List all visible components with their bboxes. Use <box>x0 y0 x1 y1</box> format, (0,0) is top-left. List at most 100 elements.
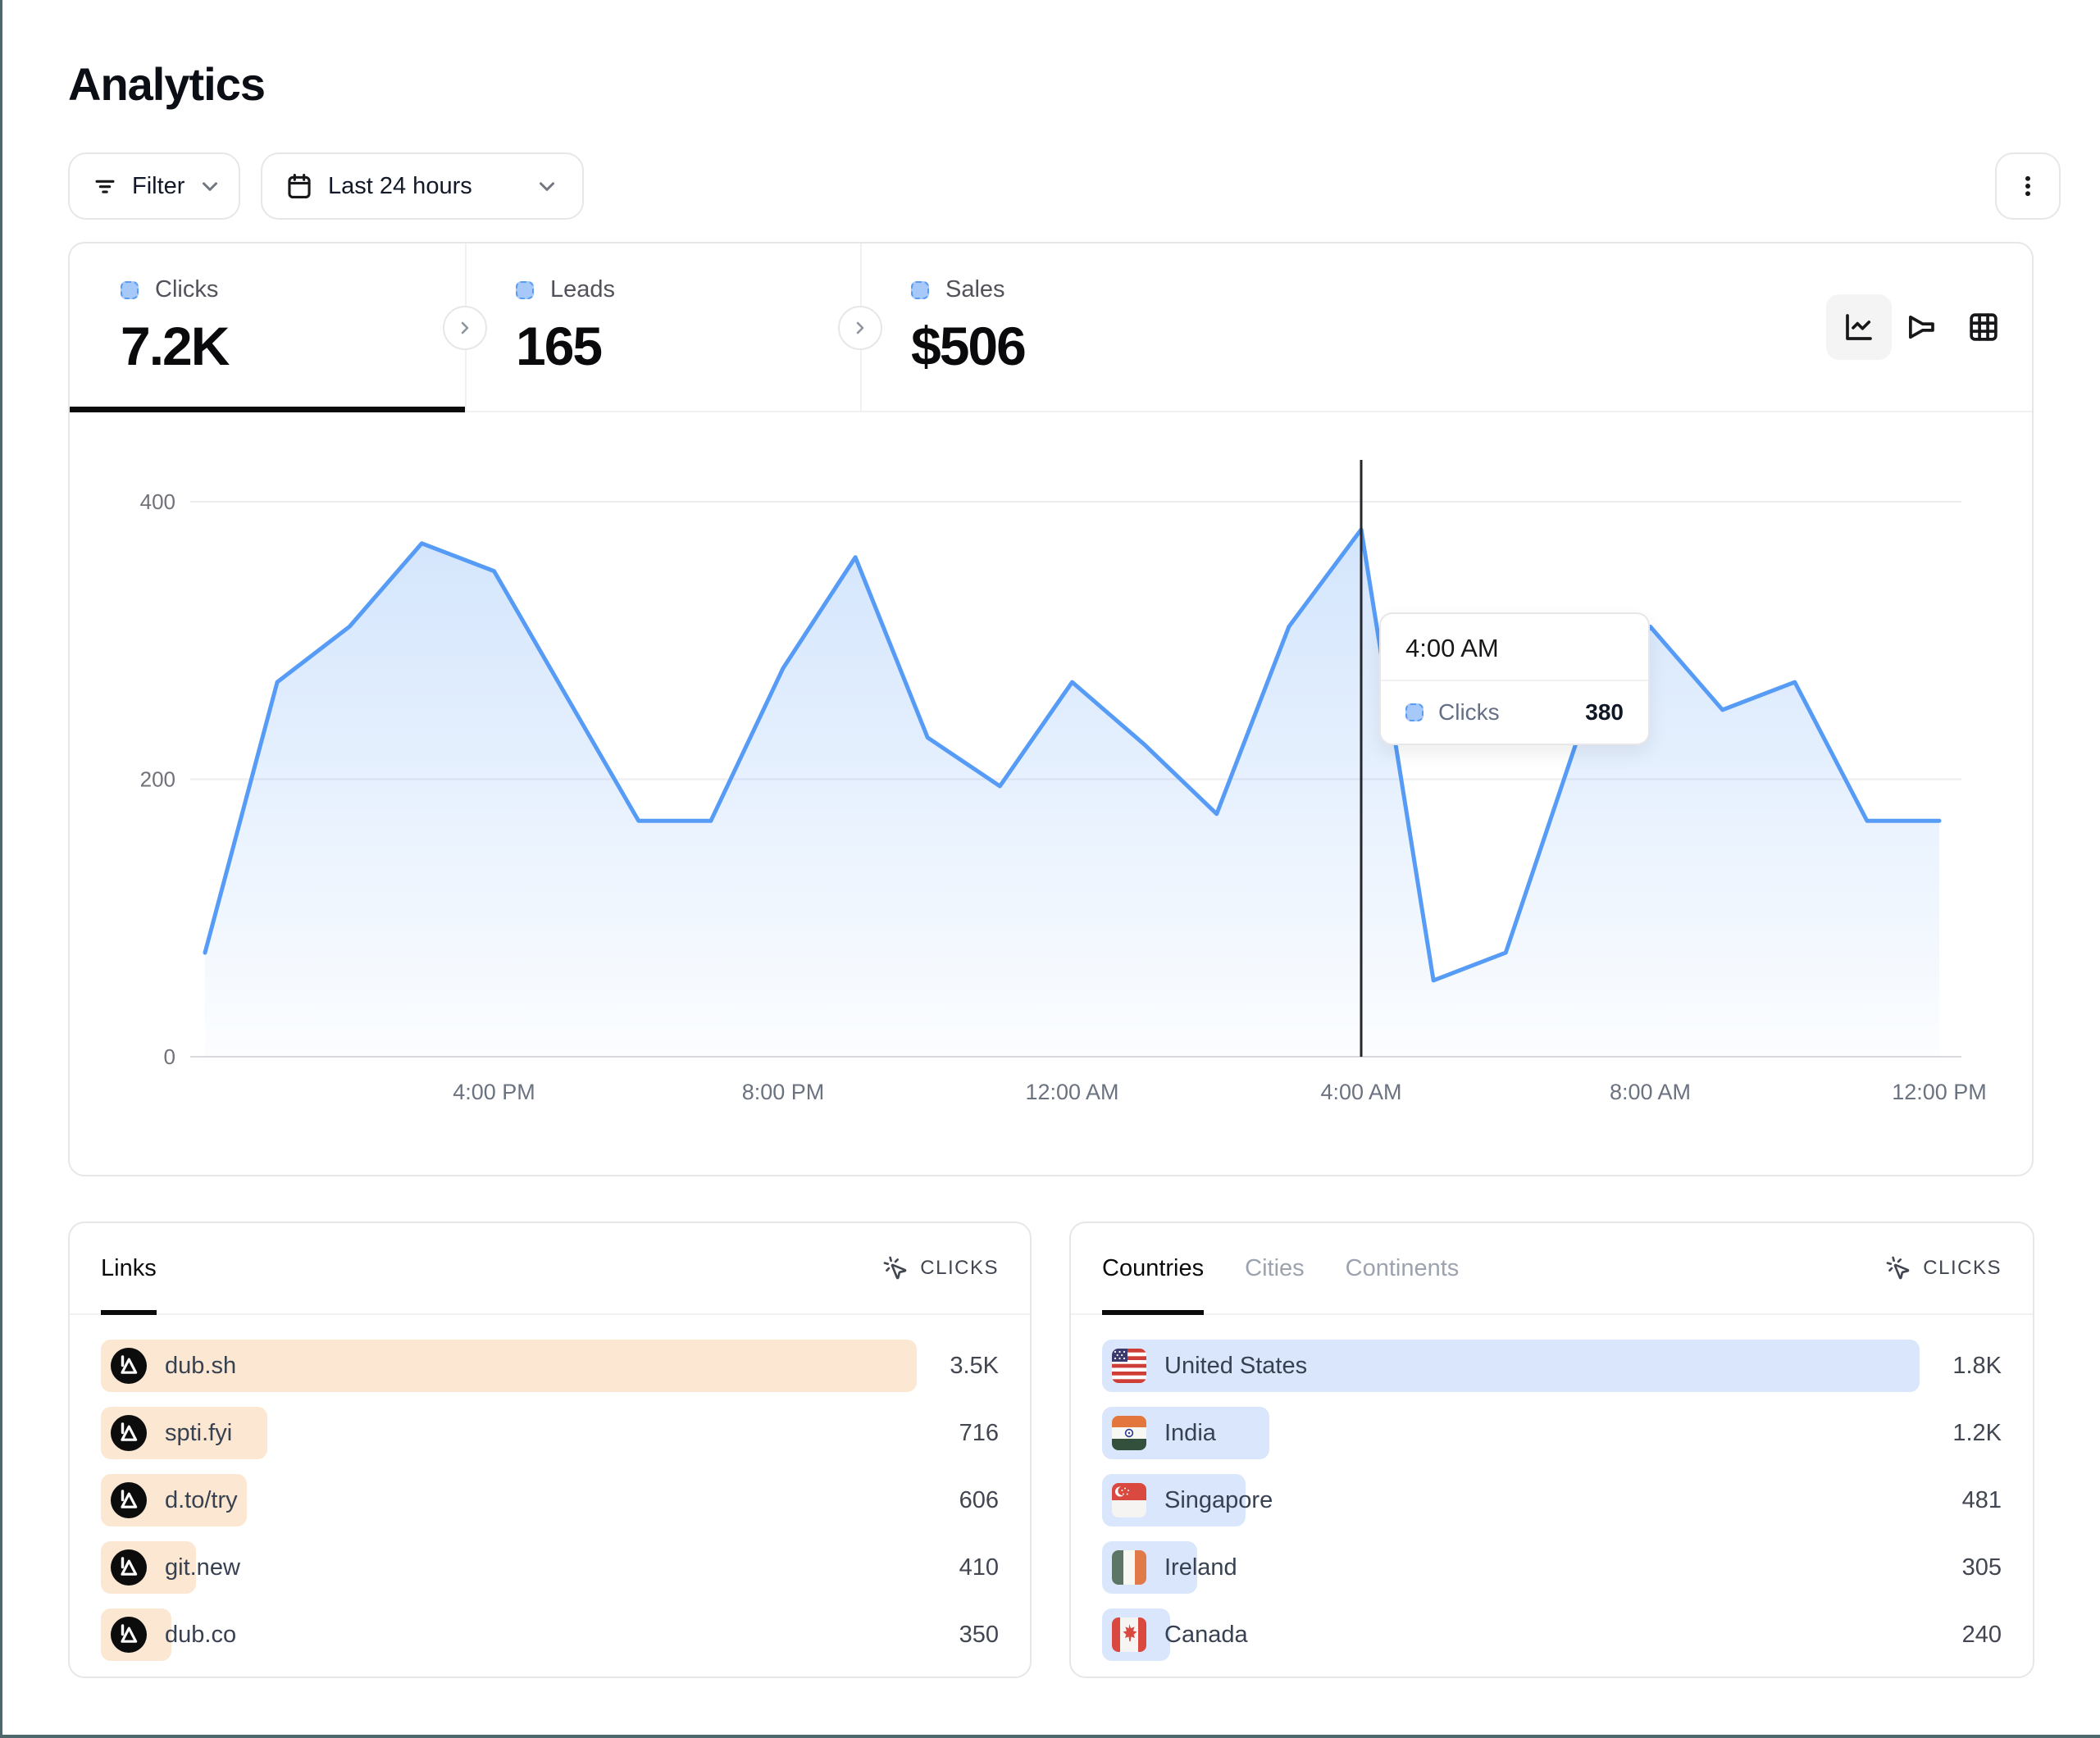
active-tab-underline <box>70 407 465 412</box>
ireland-flag-icon <box>1112 1550 1146 1585</box>
leads-legend-chip <box>516 280 534 299</box>
x-tick-label: 12:00 AM <box>1025 1080 1118 1104</box>
dub-logo-icon <box>111 1482 147 1518</box>
tooltip-series-label: Clicks <box>1438 699 1500 725</box>
more-options-button[interactable] <box>1995 152 2061 220</box>
tab-countries[interactable]: Countries <box>1102 1223 1205 1315</box>
y-tick-label: 0 <box>164 1044 175 1069</box>
filter-button-label: Filter <box>132 172 185 199</box>
country-list-item[interactable]: India 1.2K <box>1102 1407 2002 1459</box>
india-flag-icon <box>1112 1416 1146 1450</box>
country-clicks-value: 1.8K <box>1952 1352 2002 1379</box>
chart-tooltip: 4:00 AM Clicks 380 <box>1379 612 1650 745</box>
leads-value: 165 <box>516 316 603 376</box>
sales-value: $506 <box>911 316 1027 376</box>
tab-continents[interactable]: Continents <box>1345 1254 1460 1281</box>
country-list-item[interactable]: United States 1.8K <box>1102 1340 2002 1392</box>
clicks-area-fill <box>205 529 1939 1057</box>
link-label: d.to/try <box>165 1486 238 1513</box>
cursor-click-icon <box>1885 1255 1911 1281</box>
tab-sales[interactable]: Sales $506 <box>860 243 1255 411</box>
table-view-button[interactable] <box>1951 294 2016 360</box>
x-tick-label: 12:00 PM <box>1892 1080 1987 1104</box>
tab-leads[interactable]: Leads 165 <box>465 243 860 411</box>
line-chart-icon <box>1842 310 1876 344</box>
link-clicks-value: 606 <box>959 1486 999 1513</box>
filter-button[interactable]: Filter <box>68 152 240 220</box>
funnel-view-button[interactable] <box>1888 294 1954 360</box>
dub-logo-icon <box>111 1348 147 1384</box>
tab-clicks[interactable]: Clicks 7.2K <box>70 243 465 411</box>
link-label: dub.co <box>165 1621 237 1648</box>
us-flag-icon <box>1112 1349 1146 1383</box>
expand-clicks-leads-button[interactable] <box>443 306 487 350</box>
clicks-area-chart[interactable]: 0 200 400 4:00 PM 8:00 PM 12:00 AM 4:00 AM 8:00… <box>70 412 2032 1175</box>
link-list-item[interactable]: dub.co 350 <box>101 1608 999 1661</box>
dub-logo-icon <box>111 1549 147 1586</box>
countries-metric-header[interactable]: CLICKS <box>1885 1255 2002 1281</box>
clicks-legend-chip <box>121 280 139 299</box>
link-list-item[interactable]: dub.sh 3.5K <box>101 1340 999 1392</box>
link-label: git.new <box>165 1554 240 1581</box>
chevron-down-icon <box>535 174 559 198</box>
country-list-item[interactable]: Canada 240 <box>1102 1608 2002 1661</box>
leads-tab-label: Leads <box>550 276 616 303</box>
stats-header: Clicks 7.2K Leads 165 Sales $506 <box>70 243 2032 412</box>
chevron-right-icon <box>850 318 870 338</box>
country-clicks-value: 1.2K <box>1952 1419 2002 1446</box>
country-list-item[interactable]: Ireland 305 <box>1102 1541 2002 1594</box>
singapore-flag-icon <box>1112 1483 1146 1517</box>
grid-icon <box>1966 310 2001 344</box>
links-panel: Links CLICKS dub.sh 3.5K spti.fyi 716 d.to/t… <box>68 1222 1032 1678</box>
analytics-card: Clicks 7.2K Leads 165 Sales $506 <box>68 242 2034 1176</box>
country-label: Ireland <box>1164 1554 1237 1581</box>
tab-cities[interactable]: Cities <box>1245 1254 1305 1281</box>
x-tick-label: 8:00 PM <box>742 1080 825 1104</box>
window-edge-bottom <box>0 1735 2100 1738</box>
tooltip-value: 380 <box>1585 699 1624 725</box>
link-clicks-value: 3.5K <box>950 1352 999 1379</box>
country-clicks-value: 240 <box>1961 1621 2002 1648</box>
links-metric-label: CLICKS <box>920 1257 999 1279</box>
link-label: dub.sh <box>165 1352 237 1379</box>
y-tick-label: 400 <box>140 489 175 514</box>
country-label: Singapore <box>1164 1486 1273 1513</box>
date-range-button[interactable]: Last 24 hours <box>261 152 584 220</box>
clicks-line <box>203 527 1942 983</box>
sales-legend-chip <box>911 280 929 299</box>
kebab-menu-icon <box>2014 172 2042 200</box>
x-tick-label: 4:00 PM <box>453 1080 535 1104</box>
country-clicks-value: 481 <box>1961 1486 2002 1513</box>
x-tick-label: 8:00 AM <box>1610 1080 1691 1104</box>
link-clicks-value: 350 <box>959 1621 999 1648</box>
y-tick-label: 200 <box>140 767 175 792</box>
country-label: India <box>1164 1419 1216 1446</box>
country-label: Canada <box>1164 1621 1248 1648</box>
link-label: spti.fyi <box>165 1419 233 1446</box>
funnel-icon <box>1904 310 1938 344</box>
calendar-icon <box>285 172 313 200</box>
canada-flag-icon <box>1112 1617 1146 1652</box>
link-list-item[interactable]: git.new 410 <box>101 1541 999 1594</box>
sales-tab-label: Sales <box>945 276 1005 303</box>
tooltip-legend-chip <box>1405 703 1424 721</box>
chevron-right-icon <box>455 318 475 338</box>
countries-panel: Countries Cities Continents CLICKS United … <box>1069 1222 2034 1678</box>
country-list-item[interactable]: Singapore 481 <box>1102 1474 2002 1526</box>
links-metric-header[interactable]: CLICKS <box>882 1255 999 1281</box>
dub-logo-icon <box>111 1617 147 1653</box>
x-tick-label: 4:00 AM <box>1320 1080 1401 1104</box>
date-range-label: Last 24 hours <box>328 172 472 199</box>
expand-leads-sales-button[interactable] <box>838 306 882 350</box>
clicks-tab-label: Clicks <box>155 276 219 303</box>
line-chart-view-button[interactable] <box>1826 294 1892 360</box>
chevron-down-icon <box>198 174 222 198</box>
filter-lines-icon <box>91 172 119 200</box>
link-clicks-value: 410 <box>959 1554 999 1581</box>
value-bar <box>101 1340 917 1392</box>
tab-links[interactable]: Links <box>101 1223 157 1315</box>
link-list-item[interactable]: d.to/try 606 <box>101 1474 999 1526</box>
link-list-item[interactable]: spti.fyi 716 <box>101 1407 999 1459</box>
window-edge-left <box>0 0 2 1738</box>
countries-metric-label: CLICKS <box>1923 1257 2002 1279</box>
